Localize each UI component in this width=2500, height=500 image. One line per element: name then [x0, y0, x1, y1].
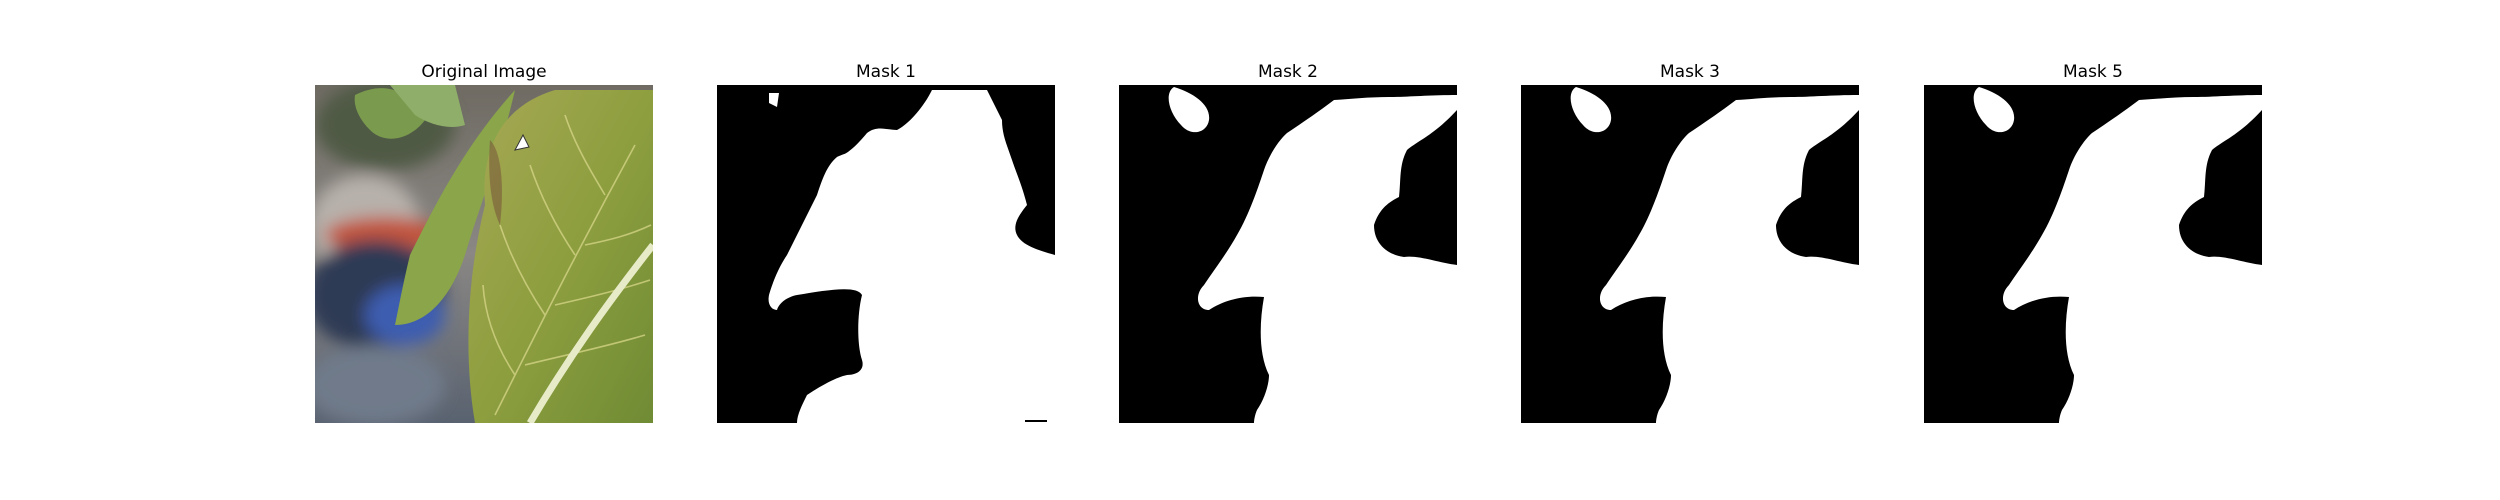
panel-title: Mask 3: [1659, 62, 1720, 82]
panel-mask-5: Mask 5: [1924, 60, 2262, 423]
panel-title: Mask 1: [855, 62, 916, 82]
panel-title: Original Image: [421, 62, 547, 82]
panel-mask-1: Mask 1: [717, 60, 1055, 423]
original-leaf-photo: [315, 85, 653, 423]
panel-title: Mask 2: [1257, 62, 1318, 82]
mask-5-image: [1924, 85, 2262, 423]
panel-mask-2: Mask 2: [1119, 60, 1457, 423]
mask-2-image: [1119, 85, 1457, 423]
panel-title: Mask 5: [2062, 62, 2123, 82]
panel-mask-3: Mask 3: [1521, 60, 1859, 423]
mask-1-image: [717, 85, 1055, 423]
mask-3-image: [1521, 85, 1859, 423]
panel-original-image: Original Image: [315, 60, 653, 423]
